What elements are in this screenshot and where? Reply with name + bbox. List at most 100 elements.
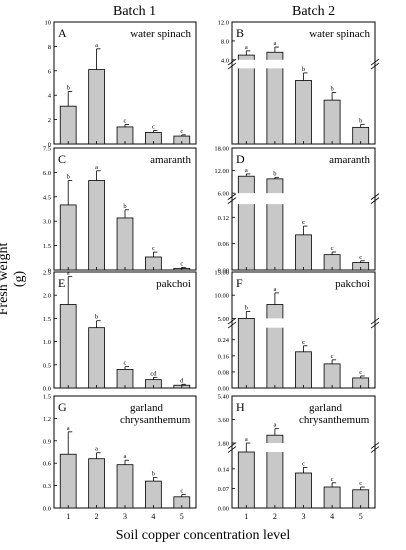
panel-d-bar-break-2 xyxy=(265,193,284,205)
panel-f-axis-break-mark xyxy=(227,317,237,325)
panel-e-bar-1 xyxy=(59,304,77,389)
panel-b-sig-label-5: b xyxy=(359,117,362,124)
panel-c-sig-label-1: b xyxy=(67,174,70,181)
panel-f-ytick-label: 10.00 xyxy=(214,293,229,300)
panel-a-ytick-label: 10 xyxy=(45,20,52,27)
panel-e-ytick-label: 1.5 xyxy=(43,316,51,323)
panel-e-sig-label-3: c xyxy=(124,360,127,367)
panel-b-ytick-label: 8.0 xyxy=(221,38,229,45)
panel-g-title: chrysanthemum xyxy=(120,414,191,426)
panel-b-bar-1 xyxy=(237,54,255,145)
panel-d-sig-label-3: c xyxy=(302,219,305,226)
panel-c-ytick-label: 1.5 xyxy=(43,243,51,250)
panel-f-axis-break-mark xyxy=(227,321,237,329)
panel-g-letter: G xyxy=(58,400,67,414)
panel-f-sig-label-3: c xyxy=(302,339,305,346)
panel-c-ytick-label: 4.5 xyxy=(43,194,51,201)
panel-g-ytick-label: 0.6 xyxy=(43,461,52,468)
batch2-header: Batch 2 xyxy=(292,4,336,19)
panel-b-ytick-label: 4.0 xyxy=(221,57,229,64)
panel-b-bar-break-2 xyxy=(265,59,284,69)
panel-c-sig-label-4: c xyxy=(152,245,155,252)
panel-e-bar-2 xyxy=(88,327,105,389)
panel-b-ytick-label: 12.0 xyxy=(218,20,229,27)
panel-f-axis-break-mark xyxy=(370,321,380,329)
panel-a-ytick-label: 8 xyxy=(48,44,51,51)
panel-h-xtick-label: 2 xyxy=(273,512,277,521)
panel-g-ytick-label: 1.5 xyxy=(43,394,51,401)
panel-d-ytick-label: 0.06 xyxy=(218,241,230,248)
panel-d-bar-2 xyxy=(266,178,284,271)
panel-e-ytick-label: 2.0 xyxy=(43,293,51,300)
panel-b-sig-label-4: b xyxy=(330,86,333,93)
panel-c-sig-label-5: c xyxy=(180,261,183,268)
panel-b-bar-4 xyxy=(323,99,341,145)
panel-h-axis-break-mark xyxy=(227,442,237,449)
panel-b-title: water spinach xyxy=(309,28,370,40)
panel-f-ytick-label: 5.00 xyxy=(218,316,229,323)
panel-d-ytick-label: 0.00 xyxy=(218,268,229,275)
panel-g-xtick-label: 5 xyxy=(180,512,184,521)
panel-d-axis-break-mark xyxy=(227,193,237,200)
panel-h-xtick-label: 5 xyxy=(359,512,363,521)
panel-h-sig-label-5: c xyxy=(359,480,362,487)
panel-h-xtick-label: 4 xyxy=(330,512,334,521)
panel-e-ytick-label: 0.5 xyxy=(43,362,51,369)
panel-f-bar-break-2 xyxy=(265,318,284,328)
panel-a-sig-label-2: a xyxy=(95,42,98,49)
panel-d-bar-3 xyxy=(295,234,312,271)
panel-h-ytick-label: 0.14 xyxy=(218,466,230,473)
panel-g-bar-2 xyxy=(88,458,105,509)
panel-h-ytick-label: 1.80 xyxy=(218,441,229,448)
panel-f-ytick-label: 0.16 xyxy=(218,353,230,360)
panel-d-axis-break-mark xyxy=(370,197,380,204)
panel-h-bar-4 xyxy=(323,486,341,509)
panel-f-bar-2 xyxy=(266,304,284,389)
panel-a-ytick-label: 2 xyxy=(48,117,51,124)
panel-g-sig-label-3: a xyxy=(124,453,127,460)
panel-d-ytick-label: 18.00 xyxy=(214,146,229,153)
panel-a-sig-label-3: c xyxy=(124,117,127,124)
panel-d-axis-break-mark xyxy=(227,197,237,204)
panel-h-bar-break-2 xyxy=(265,443,284,452)
panel-f-ytick-label: 15.00 xyxy=(214,270,229,277)
panel-c-letter: C xyxy=(58,152,66,166)
panel-h-xtick-label: 1 xyxy=(244,512,248,521)
panel-g-sig-label-4: b xyxy=(152,470,155,477)
panel-g-ytick-label: 0.9 xyxy=(43,438,51,445)
panel-g-ytick-label: 0.0 xyxy=(43,506,51,513)
panel-g-ytick-label: 0.3 xyxy=(43,483,51,490)
panel-f-sig-label-1: b xyxy=(245,304,248,311)
panel-e-letter: E xyxy=(58,276,65,290)
panel-c-ytick-label: 0 xyxy=(48,268,51,275)
panel-c-bar-2 xyxy=(88,180,105,271)
batch1-header: Batch 1 xyxy=(113,4,157,19)
panel-h-title: chrysanthemum xyxy=(299,414,370,426)
panel-a-letter: A xyxy=(58,26,67,40)
panel-d-ytick-label: 0.12 xyxy=(218,215,229,222)
panel-a-sig-label-5: c xyxy=(180,128,183,135)
panel-d-bar-break-1 xyxy=(237,193,256,205)
panel-h-axis-break-mark xyxy=(227,446,237,453)
panel-g-ytick-label: 1.2 xyxy=(43,416,51,423)
panel-h-bar-1 xyxy=(237,451,255,509)
panel-a-sig-label-4: c xyxy=(152,124,155,131)
panel-a-ytick-label: 0 xyxy=(48,142,51,149)
panel-d-letter: D xyxy=(236,152,245,166)
panel-g-bar-3 xyxy=(116,464,134,509)
panel-d-axis-break-mark xyxy=(370,193,380,200)
panel-f-bar-3 xyxy=(295,351,312,389)
panel-f-title: pakchoi xyxy=(335,278,370,290)
panel-a-ytick-label: 6 xyxy=(48,68,52,75)
panel-c-ytick-label: 7.5 xyxy=(43,146,51,153)
panel-b-axis-break-mark xyxy=(227,58,237,66)
panel-h-ytick-label: 3.60 xyxy=(218,417,229,424)
panel-b-sig-label-1: a xyxy=(245,44,248,51)
panel-d-sig-label-4: c xyxy=(331,245,334,252)
panel-h-sig-label-1: a xyxy=(245,436,248,443)
panel-g-xtick-label: 2 xyxy=(95,512,99,521)
panel-h-bar-3 xyxy=(295,472,312,509)
panel-f-ytick-label: 0.00 xyxy=(218,386,229,393)
